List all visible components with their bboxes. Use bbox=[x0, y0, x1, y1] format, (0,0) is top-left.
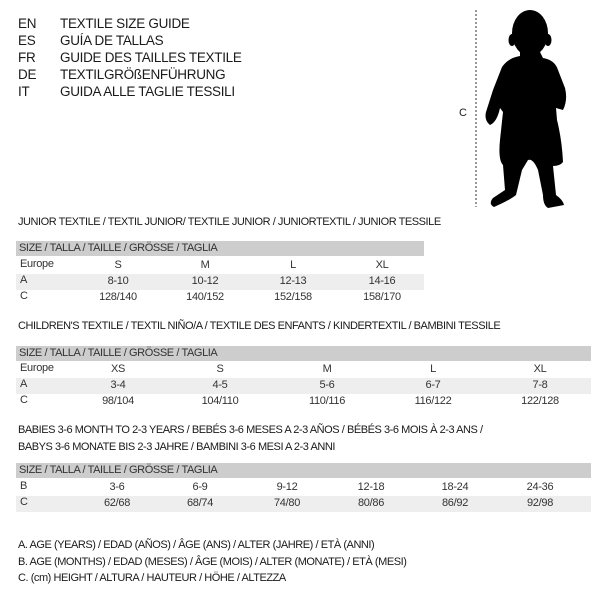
row-label: C bbox=[20, 394, 28, 406]
table-cell: 18-24 bbox=[441, 481, 469, 493]
legend-item-c: C. (cm) HEIGHT / ALTURA / HAUTEUR / HÖHE… bbox=[18, 572, 286, 584]
babies-table-header: SIZE / TALLA / TAILLE / GRÖSSE / TAGLIA bbox=[16, 463, 591, 478]
table-cell: 12-18 bbox=[357, 481, 385, 493]
table-row: C 62/68 68/74 74/80 80/86 86/92 92/98 bbox=[16, 496, 591, 512]
table-row: C 98/104 104/110 110/116 116/122 122/128 bbox=[16, 394, 591, 410]
table-row: B 3-6 6-9 9-12 12-18 18-24 24-36 bbox=[16, 480, 591, 496]
table-cell: 10-12 bbox=[191, 275, 219, 287]
table-cell: 140/152 bbox=[186, 291, 224, 303]
table-cell: 128/140 bbox=[99, 291, 137, 303]
lang-code-fr: FR bbox=[18, 50, 36, 65]
table-cell: 158/170 bbox=[363, 291, 401, 303]
table-cell: 14-16 bbox=[368, 275, 396, 287]
table-cell: S bbox=[114, 259, 122, 271]
table-cell: 92/98 bbox=[526, 497, 554, 509]
legend-item-a: A. AGE (YEARS) / EDAD (AÑOS) / ÂGE (ANS)… bbox=[18, 539, 375, 551]
table-cell: L bbox=[430, 363, 436, 375]
babies-table-title: BABIES 3-6 MONTH TO 2-3 YEARS / BEBÉS 3-… bbox=[18, 424, 483, 436]
table-cell: 8-10 bbox=[107, 275, 129, 287]
lang-code-es: ES bbox=[18, 33, 36, 48]
row-label: C bbox=[20, 290, 28, 302]
table-cell: 3-6 bbox=[109, 481, 125, 493]
header-label: SIZE / TALLA / TAILLE / GRÖSSE / TAGLIA bbox=[19, 464, 218, 476]
legend-item-b: B. AGE (MONTHS) / EDAD (MESES) / ÂGE (MO… bbox=[18, 556, 407, 568]
height-measure-label: C bbox=[459, 107, 467, 119]
table-cell: XL bbox=[375, 259, 389, 271]
table-cell: 4-5 bbox=[212, 379, 228, 391]
junior-table-header: SIZE / TALLA / TAILLE / GRÖSSE / TAGLIA bbox=[16, 241, 424, 256]
table-cell: 5-6 bbox=[319, 379, 335, 391]
lang-code-de: DE bbox=[18, 67, 37, 82]
junior-table-title: JUNIOR TEXTILE / TEXTIL JUNIOR/ TEXTILE … bbox=[18, 216, 441, 228]
lang-title-it: GUIDA ALLE TAGLIE TESSILI bbox=[60, 84, 235, 99]
table-row: C 128/140 140/152 152/158 158/170 bbox=[16, 290, 424, 306]
table-cell: 62/68 bbox=[103, 497, 131, 509]
table-row: A 3-4 4-5 5-6 6-7 7-8 bbox=[16, 378, 591, 394]
table-row: Europe XS S M L XL bbox=[16, 362, 591, 378]
lang-code-en: EN bbox=[18, 16, 37, 31]
babies-table-title-line2: BABYS 3-6 MONATE BIS 2-3 JAHRE / BAMBINI… bbox=[18, 441, 335, 453]
table-cell: 152/158 bbox=[274, 291, 312, 303]
children-table-title: CHILDREN'S TEXTILE / TEXTIL NIÑO/A / TEX… bbox=[18, 320, 501, 332]
table-cell: 6-7 bbox=[425, 379, 441, 391]
table-cell: 24-36 bbox=[526, 481, 554, 493]
lang-code-it: IT bbox=[18, 84, 30, 99]
children-table-header: SIZE / TALLA / TAILLE / GRÖSSE / TAGLIA bbox=[16, 346, 591, 361]
lang-title-en: TEXTILE SIZE GUIDE bbox=[60, 16, 190, 31]
lang-title-es: GUÍA DE TALLAS bbox=[60, 33, 164, 48]
row-label: B bbox=[20, 480, 28, 492]
table-cell: XL bbox=[533, 363, 547, 375]
table-cell: 3-4 bbox=[110, 379, 126, 391]
table-cell: 7-8 bbox=[532, 379, 548, 391]
table-cell: 9-12 bbox=[276, 481, 298, 493]
table-cell: M bbox=[200, 259, 210, 271]
table-row: Europe S M L XL bbox=[16, 258, 424, 274]
table-cell: 6-9 bbox=[192, 481, 208, 493]
table-cell: 74/80 bbox=[273, 497, 301, 509]
table-cell: 98/104 bbox=[102, 395, 134, 407]
row-label: A bbox=[20, 378, 28, 390]
table-cell: 110/116 bbox=[308, 395, 346, 407]
table-row: A 8-10 10-12 12-13 14-16 bbox=[16, 274, 424, 290]
header-label: SIZE / TALLA / TAILLE / GRÖSSE / TAGLIA bbox=[19, 347, 218, 359]
row-label: Europe bbox=[20, 258, 54, 270]
table-cell: 12-13 bbox=[279, 275, 307, 287]
header-label: SIZE / TALLA / TAILLE / GRÖSSE / TAGLIA bbox=[19, 242, 218, 254]
table-cell: 104/110 bbox=[201, 395, 239, 407]
table-cell: 80/86 bbox=[357, 497, 385, 509]
table-cell: M bbox=[322, 363, 332, 375]
table-cell: 116/122 bbox=[414, 395, 452, 407]
table-cell: S bbox=[216, 363, 224, 375]
baby-silhouette-icon bbox=[475, 10, 567, 208]
table-cell: L bbox=[290, 259, 296, 271]
table-cell: XS bbox=[110, 363, 126, 375]
lang-title-de: TEXTILGRÖßENFÜHRUNG bbox=[60, 67, 226, 82]
table-cell: 68/74 bbox=[186, 497, 214, 509]
table-cell: 122/128 bbox=[521, 395, 559, 407]
row-label: C bbox=[20, 496, 28, 508]
row-label: Europe bbox=[20, 362, 54, 374]
table-cell: 86/92 bbox=[441, 497, 469, 509]
row-label: A bbox=[20, 274, 28, 286]
lang-title-fr: GUIDE DES TAILLES TEXTILE bbox=[60, 50, 242, 65]
